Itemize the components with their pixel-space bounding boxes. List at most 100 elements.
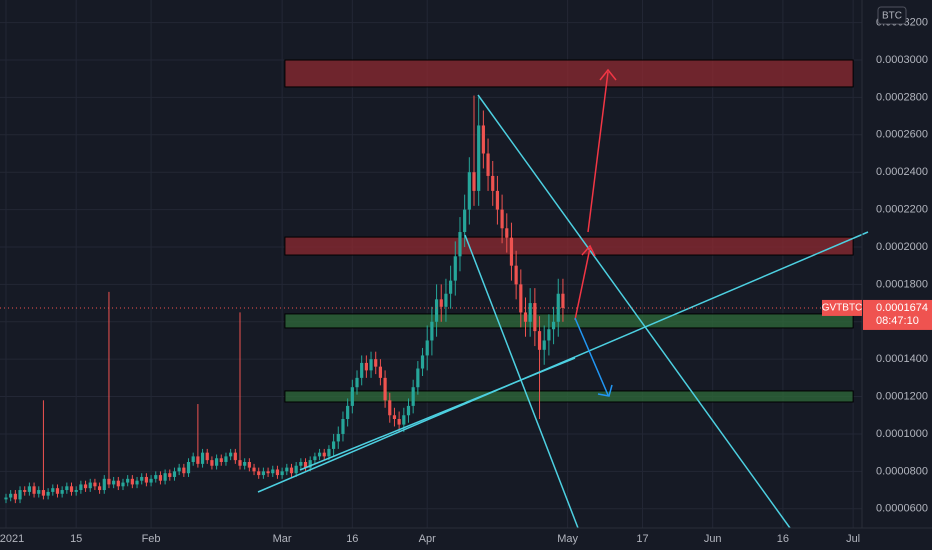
candle-body xyxy=(285,467,289,472)
y-tick-label: 0.0002000 xyxy=(876,241,928,253)
candle-body xyxy=(60,490,64,494)
candle-body xyxy=(458,232,462,257)
y-tick-label: 0.0002800 xyxy=(876,91,928,103)
candle-body xyxy=(439,299,443,307)
candle-body xyxy=(420,355,425,369)
candle-body xyxy=(523,312,528,322)
candle-body xyxy=(191,456,195,462)
candle-body xyxy=(46,491,50,496)
zone xyxy=(284,236,854,256)
candle-body xyxy=(107,478,111,485)
candle-body xyxy=(509,237,514,266)
arrow xyxy=(587,71,609,233)
candle-body xyxy=(397,418,401,425)
candle-body xyxy=(505,228,509,238)
candle-body xyxy=(130,478,134,485)
grid xyxy=(0,0,862,528)
candle-body xyxy=(186,462,191,474)
candle-body xyxy=(364,362,368,371)
candle-body xyxy=(519,284,523,313)
candle-body xyxy=(238,460,242,466)
candle-body xyxy=(27,486,31,492)
candle-body xyxy=(140,476,144,481)
candle-body xyxy=(303,462,308,468)
candle-body xyxy=(299,462,303,466)
y-tick-label: 0.0003000 xyxy=(876,54,928,66)
candles xyxy=(4,95,565,504)
y-tick-label: 0.0001800 xyxy=(876,278,928,290)
candle-body xyxy=(425,340,429,356)
candle-body xyxy=(69,486,74,492)
candle-body xyxy=(463,209,467,233)
candle-body xyxy=(74,490,78,492)
candle-body xyxy=(491,175,495,191)
arrow xyxy=(574,317,609,396)
candle-body xyxy=(369,359,373,371)
arrow-head xyxy=(599,68,617,81)
candle-body xyxy=(168,473,172,477)
price-badge xyxy=(863,299,932,330)
candle-body xyxy=(41,490,46,496)
candle-body xyxy=(200,452,205,464)
candle-body xyxy=(336,433,340,442)
candle-body xyxy=(472,172,476,191)
candle-body xyxy=(13,493,17,500)
candle-body xyxy=(528,303,532,322)
candle-body xyxy=(247,462,251,468)
candle-body xyxy=(177,467,181,472)
candle-body xyxy=(467,172,471,210)
candle-body xyxy=(112,480,116,485)
x-tick-label: 15 xyxy=(70,533,82,545)
x-tick-label: 16 xyxy=(777,533,789,545)
candle-body xyxy=(495,190,500,210)
trend-line xyxy=(464,234,579,529)
candle-body xyxy=(233,452,237,461)
candle-body xyxy=(542,340,546,350)
candle-body xyxy=(416,368,420,388)
candle-body xyxy=(154,475,158,479)
candle-body xyxy=(65,486,69,491)
candle-body xyxy=(388,400,392,416)
candle-body xyxy=(126,478,130,483)
candle-body xyxy=(4,497,8,500)
candle-body xyxy=(9,493,13,498)
candle-body xyxy=(149,478,153,483)
candle-body xyxy=(252,467,256,472)
candle-body xyxy=(32,486,36,494)
y-tick-label: 0.0001400 xyxy=(876,353,928,365)
arrow-head xyxy=(597,384,613,397)
candle-body xyxy=(102,478,106,491)
candle-body xyxy=(430,321,434,341)
candle-body xyxy=(224,456,228,462)
candle-body xyxy=(444,293,448,307)
candle-body xyxy=(93,482,97,487)
candle-body xyxy=(561,293,565,308)
x-tick-label: Apr xyxy=(419,533,436,545)
x-tick-label: May xyxy=(557,533,578,545)
y-tick-label: 0.0000800 xyxy=(876,465,928,477)
candle-body xyxy=(350,387,354,406)
x-tick-label: Jul xyxy=(846,533,860,545)
y-tick-label: 0.0002400 xyxy=(876,166,928,178)
candle-body xyxy=(261,471,266,476)
candle-body xyxy=(37,490,41,494)
currency: BTC xyxy=(882,11,902,22)
candle-body xyxy=(378,366,383,378)
candle-body xyxy=(289,467,294,474)
candle-body xyxy=(551,321,556,330)
symbol-badge xyxy=(822,299,862,316)
zone xyxy=(284,390,854,403)
currency-badge xyxy=(877,6,907,25)
x-tick-label: 16 xyxy=(346,533,358,545)
candle-body xyxy=(360,362,364,378)
candle-body xyxy=(88,482,92,489)
candle-body xyxy=(313,456,317,461)
candle-body xyxy=(210,460,214,466)
candle-body xyxy=(243,462,247,466)
candle-body xyxy=(341,418,345,434)
candle-body xyxy=(392,415,397,419)
zone xyxy=(284,313,854,329)
y-tick-label: 0.0001200 xyxy=(876,390,928,402)
candle-body xyxy=(116,480,120,487)
